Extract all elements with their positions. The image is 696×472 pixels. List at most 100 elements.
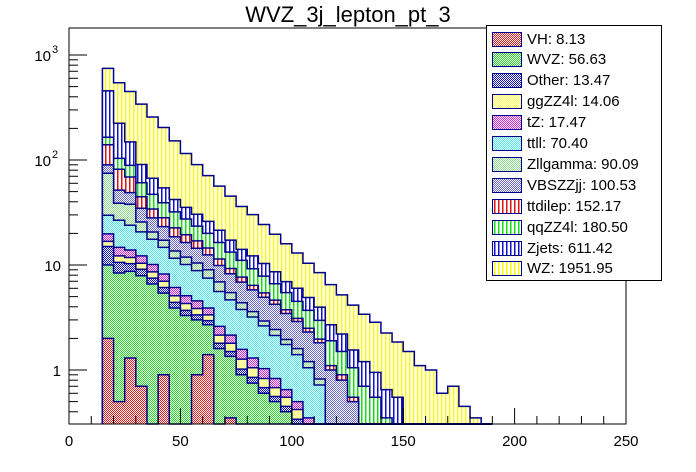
- legend-label: Zjets: 611.42: [527, 239, 613, 257]
- y-tick-label: 10: [44, 258, 61, 275]
- x-tick-label: 250: [613, 433, 638, 450]
- bar-vh-bin-0: [102, 338, 114, 424]
- legend-swatch: [492, 136, 522, 151]
- legend-swatch: [492, 177, 522, 193]
- bar-wvz-bin-1: [113, 272, 125, 424]
- bar-wvz-bin-3: [135, 275, 147, 424]
- legend-label: ttll: 70.40: [527, 135, 588, 152]
- legend-label: WVZ: 56.63: [527, 51, 607, 69]
- bar-qqzz4l-bin-25: [380, 417, 393, 424]
- bar-wz-bin-26: [392, 341, 404, 424]
- legend-swatch: [492, 52, 522, 68]
- bar-wz-bin-27: [403, 351, 415, 424]
- x-tick-label: 50: [172, 433, 189, 450]
- legend-item-qqzz4l: qqZZ4l: 180.50: [492, 217, 628, 237]
- bar-vh-bin-8: [191, 374, 203, 424]
- legend-swatch: [492, 94, 522, 110]
- bar-wvz-bin-15: [269, 401, 281, 424]
- legend-label: qqZZ4l: 180.50: [527, 218, 628, 236]
- legend-label: tZ: 17.47: [527, 114, 587, 132]
- bar-wvz-bin-16: [280, 411, 292, 424]
- outline-zjets: [101, 90, 493, 425]
- bar-qqzz4l-bin-22: [347, 367, 359, 424]
- bar-wvz-bin-8: [191, 319, 203, 424]
- legend-item-wz: WZ: 1951.95: [492, 259, 613, 279]
- bar-ggzz4l-bin-17: [291, 409, 303, 424]
- legend-item-ttll: ttll: 70.40: [492, 134, 588, 154]
- legend-swatch: [492, 31, 522, 47]
- bar-wz-bin-33: [470, 417, 482, 424]
- bar-other-bin-17: [291, 419, 303, 424]
- legend-swatch: [492, 240, 522, 256]
- legend-item-wvz: WVZ: 56.63: [492, 50, 606, 70]
- legend-swatch: [492, 156, 522, 172]
- bar-vh-bin-9: [202, 354, 214, 424]
- bar-ttll-bin-16: [280, 344, 292, 424]
- legend-item-vh: VH: 8.13: [492, 29, 585, 49]
- bar-wvz-bin-13: [247, 383, 259, 424]
- legend-label: VH: 8.13: [527, 30, 586, 48]
- x-tick-label: 0: [65, 433, 73, 450]
- bar-wz-bin-32: [458, 406, 471, 424]
- bar-wz-bin-31: [447, 386, 459, 424]
- bar-wz-bin-29: [425, 370, 437, 424]
- legend: VH: 8.13 WVZ: 56.63 Other: 13.47 ggZZ4l: 14…: [486, 25, 662, 281]
- bar-wz-bin-28: [414, 365, 426, 424]
- legend-label: Zllgamma: 90.09: [527, 155, 639, 173]
- bar-wvz-bin-12: [236, 374, 248, 424]
- legend-item-ttdilep: ttdilep: 152.17: [492, 196, 621, 216]
- y-tick-label: 1: [53, 363, 61, 380]
- bar-wvz-bin-10: [213, 348, 225, 424]
- legend-swatch: [492, 261, 522, 277]
- legend-item-tz: tZ: 17.47: [492, 113, 586, 133]
- bar-vh-bin-3: [135, 386, 147, 424]
- bar-qqzz4l-bin-23: [358, 386, 370, 424]
- bar-vh-bin-11: [224, 417, 237, 424]
- legend-swatch: [492, 219, 522, 235]
- x-tick-label: 150: [391, 433, 416, 450]
- legend-swatch: [492, 198, 522, 214]
- bar-vh-bin-5: [158, 374, 170, 424]
- legend-item-vbszzjj: VBSZZjj: 100.53: [492, 175, 636, 195]
- y-tick-label: 10: [34, 48, 51, 65]
- legend-item-other: Other: 13.47: [492, 71, 610, 91]
- bar-ttll-bin-19: [314, 384, 326, 424]
- chart-title: WVZ_3j_lepton_pt_3: [245, 2, 451, 27]
- legend-item-ggzz4l: ggZZ4l: 14.06: [492, 92, 620, 112]
- bar-vbszzjj-bin-22: [347, 401, 359, 424]
- bar-vh-bin-2: [124, 358, 136, 424]
- y-tick-exponent: 3: [52, 44, 58, 56]
- legend-label: ggZZ4l: 14.06: [527, 93, 620, 111]
- legend-label: ttdilep: 152.17: [527, 197, 622, 215]
- legend-item-zllgamma: Zllgamma: 90.09: [492, 154, 639, 174]
- bar-ttll-bin-17: [291, 354, 303, 424]
- legend-swatch: [492, 115, 522, 131]
- bar-wvz-bin-7: [180, 315, 192, 424]
- bar-wvz-bin-14: [258, 393, 270, 424]
- outline-qqzz4l: [101, 136, 493, 425]
- bar-wvz-bin-6: [169, 307, 181, 424]
- bar-ttll-bin-18: [302, 367, 315, 424]
- bar-wvz-bin-11: [224, 356, 237, 424]
- legend-label: WZ: 1951.95: [527, 260, 613, 278]
- bar-wz-bin-25: [380, 333, 393, 424]
- bar-vbszzjj-bin-20: [325, 370, 337, 424]
- bar-wvz-bin-5: [158, 293, 170, 424]
- legend-label: VBSZZjj: 100.53: [527, 176, 637, 194]
- bar-wz-bin-30: [436, 393, 448, 424]
- bar-zjets-bin-25: [380, 389, 393, 424]
- legend-swatch: [492, 73, 522, 89]
- bar-qqzz4l-bin-24: [369, 397, 381, 424]
- x-tick-label: 200: [502, 433, 527, 450]
- bar-wvz-bin-4: [146, 283, 159, 424]
- bar-tz-bin-18: [302, 417, 315, 424]
- legend-label: Other: 13.47: [527, 72, 611, 90]
- bar-vbszzjj-bin-21: [336, 380, 348, 424]
- y-tick-exponent: 2: [52, 149, 58, 161]
- y-tick-label: 10: [34, 153, 51, 170]
- stacked-bars: [101, 67, 493, 425]
- outline-wz: [101, 67, 493, 425]
- bar-wvz-bin-2: [124, 271, 136, 424]
